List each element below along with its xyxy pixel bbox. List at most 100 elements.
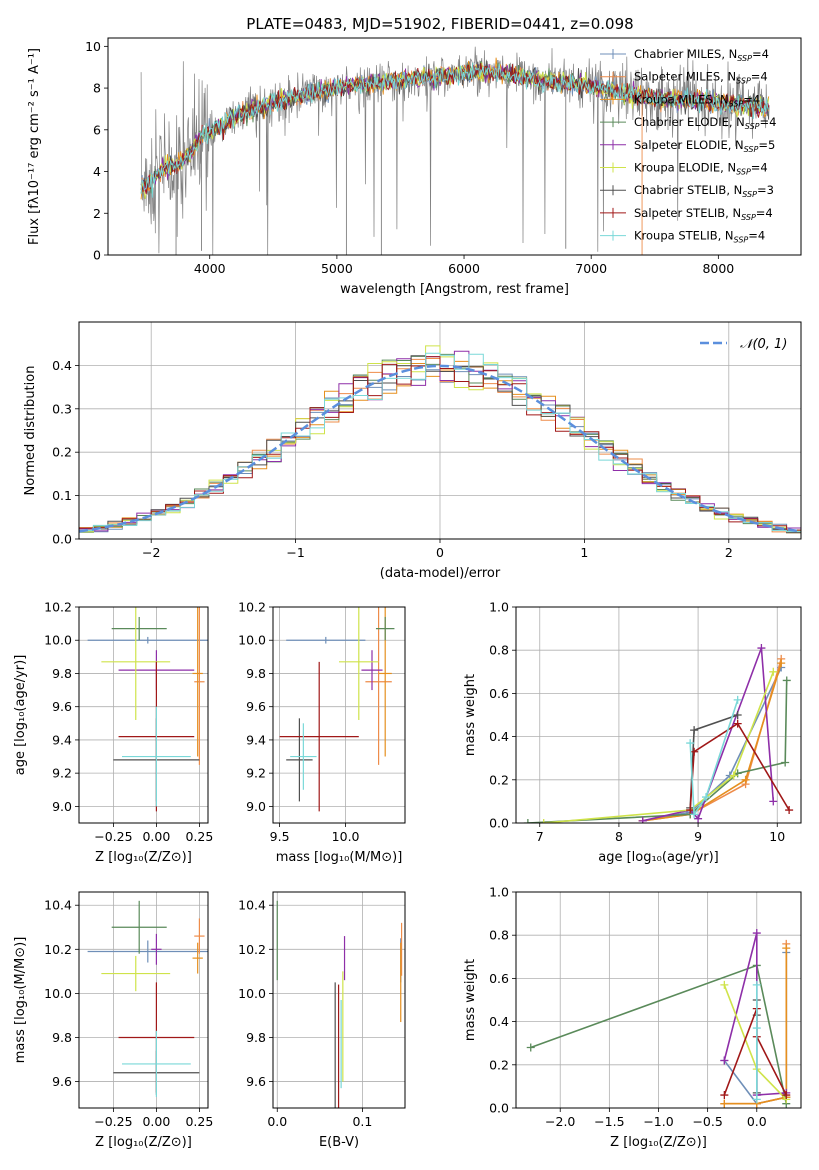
x-tick-label: 0.00	[142, 829, 170, 844]
y-axis-label: mass weight	[463, 959, 478, 1041]
legend-label: Chabrier MILES, NSSP=4	[634, 47, 769, 63]
y-axis-label: Flux [fλ10⁻¹⁷ erg cm⁻² s⁻¹ A⁻¹]	[27, 48, 42, 245]
y-axis-label: Normed distribution	[23, 366, 38, 496]
x-tick-label: 1	[580, 545, 588, 560]
x-tick-label: −2.0	[545, 1114, 575, 1129]
weight-marker	[757, 644, 766, 653]
y-tick-label: 4	[93, 164, 101, 179]
mass-vs-Z-axes: −0.25 0.00 0.25 9.6 9.8 10.0 10.2 10.4 Z [log₁₀(…	[13, 891, 213, 1150]
axes-frame	[78, 321, 802, 540]
y-tick-label: 9.2	[246, 766, 266, 781]
weight-marker	[782, 944, 791, 953]
legend-label: Kroupa MILES, NSSP=4	[634, 92, 760, 108]
x-axis-label: Z [log₁₀(Z/Z⊙)]	[610, 1135, 707, 1150]
weight-marker	[752, 1095, 761, 1104]
y-tick-label: 6	[93, 122, 101, 137]
y-tick-label: 9.6	[52, 699, 72, 714]
y-tick-label: 0.2	[489, 772, 509, 787]
x-tick-label: 9	[694, 829, 702, 844]
weight-marker	[729, 771, 738, 780]
y-tick-label: 0	[93, 248, 101, 263]
axes-frame	[515, 891, 802, 1109]
weight-line	[724, 948, 788, 1105]
x-tick-label: 9.5	[270, 829, 290, 844]
weight-marker	[720, 1056, 729, 1065]
weight-marker	[733, 695, 742, 704]
x-tick-label: 0.0	[747, 1114, 767, 1129]
y-tick-label: 0.2	[489, 1057, 509, 1072]
weight-marker	[777, 659, 786, 668]
y-tick-label: 0.8	[489, 928, 509, 943]
x-tick-label: −0.25	[94, 829, 132, 844]
weight-vs-age-plot-area	[523, 644, 794, 823]
x-tick-label: 8	[615, 829, 623, 844]
weight-marker	[741, 775, 750, 784]
x-tick-label: 0.25	[185, 1114, 213, 1129]
y-tick-label: 9.4	[246, 732, 266, 747]
x-axis-label: wavelength [Angstrom, rest frame]	[340, 282, 569, 297]
y-tick-label: 1.0	[489, 600, 509, 615]
mass-vs-Z-plot-area	[87, 900, 208, 1097]
y-tick-label: 8	[93, 81, 101, 96]
x-tick-label: −1	[286, 545, 304, 560]
x-tick-label: −1.0	[643, 1114, 673, 1129]
y-tick-label: 10.2	[238, 600, 266, 615]
x-tick-label: 2	[725, 545, 733, 560]
x-axis-label: mass [log₁₀(M/M⊙)]	[276, 850, 403, 865]
weight-marker	[785, 806, 794, 815]
spectrum-legend: Chabrier MILES, NSSP=4 Salpeter MILES, NS…	[600, 47, 776, 245]
mass-vs-EBV-axes: 0.0 0.1 9.6 9.8 10.0 10.2 10.4 E(B-V)	[238, 891, 406, 1150]
x-tick-label: 0.0	[267, 1114, 287, 1129]
weight-marker	[752, 980, 761, 989]
weight-vs-Z-plot-area	[526, 929, 791, 1108]
weight-vs-Z-axes: −2.0 −1.5 −1.0 −0.5 0.0 0.0 0.2 0.4 0.6 0.8 1.0 Z […	[463, 885, 802, 1150]
y-tick-label: 10.4	[44, 898, 72, 913]
y-tick-label: 9.2	[52, 766, 72, 781]
x-tick-label: 8000	[702, 261, 734, 276]
weight-marker	[526, 1043, 535, 1052]
weight-marker	[781, 758, 790, 767]
gaussian-curve	[79, 364, 801, 533]
weight-line	[642, 667, 782, 822]
y-tick-label: 0.8	[489, 643, 509, 658]
x-tick-label: 0.25	[185, 829, 213, 844]
weight-marker	[769, 667, 778, 676]
y-tick-label: 9.8	[52, 1030, 72, 1045]
y-tick-label: 0.6	[489, 686, 509, 701]
y-tick-label: 10.0	[238, 986, 266, 1001]
axes-frame	[78, 891, 209, 1109]
y-tick-label: 1.0	[489, 885, 509, 900]
weight-marker	[720, 1099, 729, 1108]
legend-label: Kroupa STELIB, NSSP=4	[634, 229, 765, 245]
x-tick-label: −2	[142, 545, 160, 560]
weight-line	[543, 671, 775, 823]
y-tick-label: 9.8	[52, 666, 72, 681]
legend-label: Salpeter ELODIE, NSSP=5	[634, 138, 775, 154]
age-vs-mass-plot-area	[279, 607, 395, 812]
y-tick-label: 9.4	[52, 732, 72, 747]
y-tick-label: 9.0	[246, 799, 266, 814]
weight-marker	[782, 676, 791, 685]
weight-marker	[769, 797, 778, 806]
x-tick-label: 7000	[575, 261, 607, 276]
x-axis-label: Z [log₁₀(Z/Z⊙)]	[95, 1135, 192, 1150]
y-tick-label: 10	[85, 39, 101, 54]
y-tick-label: 0.2	[52, 445, 72, 460]
weight-marker	[690, 726, 699, 735]
x-tick-label: 6000	[448, 261, 480, 276]
y-tick-label: 9.6	[52, 1074, 72, 1089]
y-tick-label: 2	[93, 206, 101, 221]
x-tick-label: 10	[769, 829, 785, 844]
axes-frame	[272, 891, 406, 1109]
x-tick-label: −1.5	[594, 1114, 624, 1129]
spectrum-model-line	[140, 62, 769, 198]
y-tick-label: 10.0	[44, 986, 72, 1001]
x-axis-label: age [log₁₀(age/yr)]	[598, 850, 719, 865]
weight-marker	[694, 814, 703, 823]
weight-marker	[539, 819, 548, 823]
y-tick-label: 0.4	[489, 729, 509, 744]
y-axis-label: mass [log₁₀(M/M⊙)]	[13, 937, 28, 1064]
y-tick-label: 10.2	[238, 942, 266, 957]
mass-vs-EBV-plot-area	[276, 900, 403, 1108]
